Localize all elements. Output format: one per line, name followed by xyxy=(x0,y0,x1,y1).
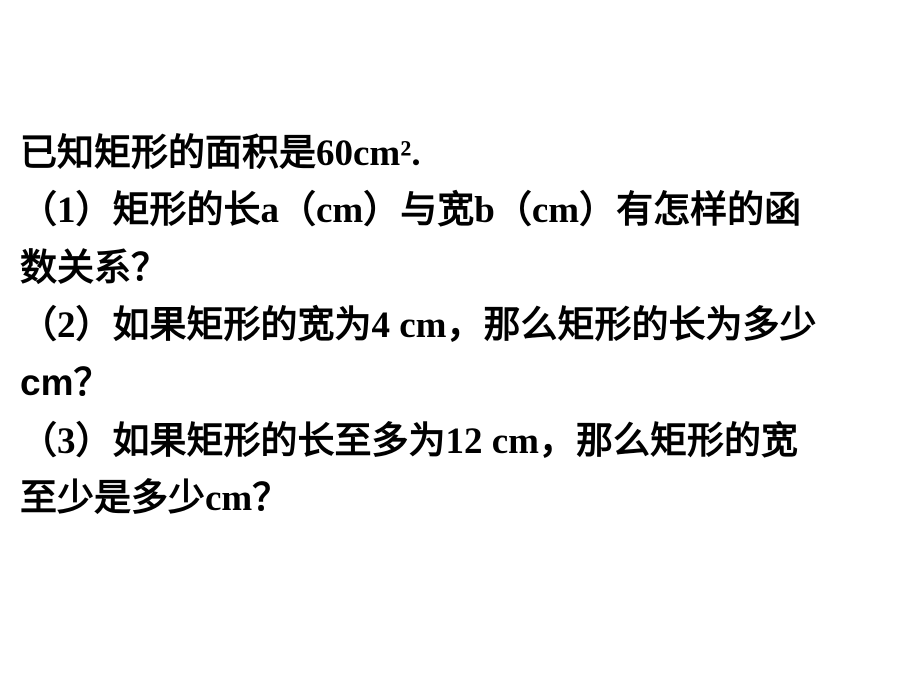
problem-content: 已知矩形的面积是60cm². （1）矩形的长a（cm）与宽b（cm）有怎样的函 … xyxy=(20,125,900,527)
q3-line1: （3）如果矩形的长至多为12 cm，那么矩形的宽 xyxy=(20,413,900,470)
q3-line2: 至少是多少cm？ xyxy=(20,470,900,527)
q1-line2: 数关系？ xyxy=(20,240,900,297)
intro-text: 已知矩形的面积是60cm². xyxy=(20,133,421,174)
q2-line1: （2）如果矩形的宽为4 cm，那么矩形的长为多少 xyxy=(20,297,900,354)
q1-line1: （1）矩形的长a（cm）与宽b（cm）有怎样的函 xyxy=(20,182,900,239)
q3-text-part2: 至少是多少cm？ xyxy=(20,478,289,519)
intro-line: 已知矩形的面积是60cm². xyxy=(20,125,900,182)
q2-text-part1: （2）如果矩形的宽为4 cm，那么矩形的长为多少 xyxy=(20,305,817,346)
q2-text-part2: cm？ xyxy=(20,362,110,403)
q1-text-part1: （1）矩形的长a（cm）与宽b（cm）有怎样的函 xyxy=(20,190,801,231)
q1-text-part2: 数关系？ xyxy=(20,248,168,289)
q2-line2: cm？ xyxy=(20,354,900,412)
q3-text-part1: （3）如果矩形的长至多为12 cm，那么矩形的宽 xyxy=(20,421,798,462)
